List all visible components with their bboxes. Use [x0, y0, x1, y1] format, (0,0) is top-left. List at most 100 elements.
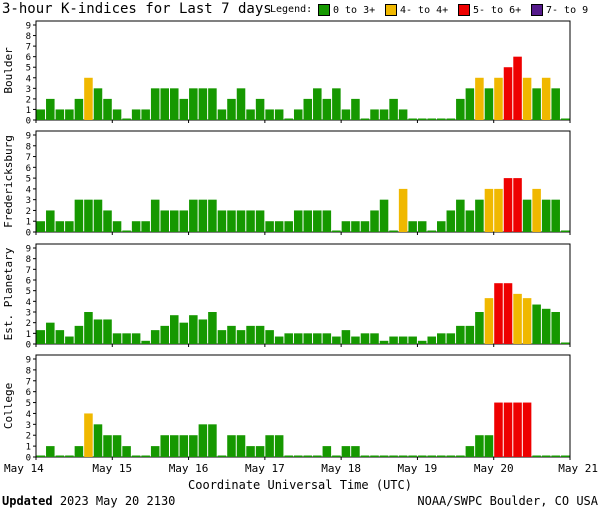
k-index-bar [322, 98, 332, 120]
k-index-bar [112, 435, 122, 457]
k-index-bar [389, 230, 398, 232]
k-index-bar [65, 336, 74, 344]
k-index-bar [465, 325, 475, 344]
k-index-bar [332, 336, 341, 344]
k-index-bar [255, 98, 265, 120]
k-index-bar [198, 319, 208, 344]
y-tick-label: 6 [26, 164, 31, 174]
k-index-bar [46, 210, 55, 232]
k-index-bar [437, 455, 446, 457]
k-index-bar [513, 402, 522, 457]
k-index-bar [503, 67, 513, 120]
k-index-bar [360, 221, 370, 232]
k-index-bar [341, 221, 351, 232]
k-index-bar [189, 199, 198, 232]
y-tick-label: 1 [26, 218, 31, 228]
k-index-bar [313, 88, 322, 120]
y-tick-label: 5 [26, 399, 31, 409]
k-index-bar [332, 230, 341, 232]
k-index-bar [541, 308, 551, 344]
k-index-bar [560, 118, 570, 120]
k-index-bar [170, 435, 179, 457]
k-index-bar [93, 199, 103, 232]
x-axis-title: Coordinate Universal Time (UTC) [188, 478, 412, 492]
k-index-bar [74, 199, 84, 232]
panel-ylabel: College [2, 383, 15, 429]
k-index-bar [189, 435, 198, 457]
k-index-bar [465, 210, 475, 232]
panel-ylabel: Boulder [2, 47, 15, 94]
k-index-bar [370, 109, 379, 120]
k-index-bar [284, 118, 293, 120]
panel-frame [35, 243, 571, 345]
y-tick-label: 7 [26, 377, 31, 387]
k-index-bar [532, 455, 541, 457]
k-index-bar [303, 210, 313, 232]
k-index-bar [417, 455, 427, 457]
k-index-bar [532, 88, 541, 120]
k-index-bar [494, 402, 503, 457]
k-index-bar [360, 333, 370, 344]
k-index-bar [103, 319, 112, 344]
k-index-bar [141, 455, 150, 457]
k-index-bar [274, 435, 284, 457]
k-index-bar [541, 199, 551, 232]
k-index-bar [379, 340, 389, 344]
k-index-plots: 0123456789Boulder0123456789Fredericksbur… [2, 20, 598, 475]
y-tick-label: 5 [26, 64, 31, 74]
k-index-bar [503, 283, 513, 344]
y-tick-label: 6 [26, 53, 31, 63]
k-index-bar [437, 221, 446, 232]
y-tick-label: 6 [26, 388, 31, 398]
k-index-bar [475, 77, 484, 120]
k-index-bar [494, 283, 503, 344]
k-index-bar [560, 230, 570, 232]
k-index-bar [379, 109, 389, 120]
k-index-bar [122, 333, 131, 344]
k-index-bar [150, 88, 160, 120]
k-index-bar [236, 435, 246, 457]
k-index-bar [131, 109, 141, 120]
k-index-bar [46, 98, 55, 120]
k-index-bar [408, 221, 417, 232]
y-tick-label: 5 [26, 287, 31, 297]
x-tick-label: May 19 [398, 462, 438, 475]
y-tick-label: 4 [26, 74, 31, 84]
k-index-bar [217, 109, 227, 120]
k-index-bar [494, 77, 503, 120]
k-index-bar [551, 88, 560, 120]
k-index-bar [370, 210, 379, 232]
k-index-bar [427, 118, 436, 120]
legend-swatch-red [458, 4, 470, 16]
k-index-bar [208, 312, 217, 344]
k-index-bar [284, 455, 293, 457]
k-index-bar [313, 210, 322, 232]
k-index-bar [389, 98, 398, 120]
k-index-bar [560, 342, 570, 344]
k-index-bar [522, 298, 532, 344]
y-tick-label: 0 [26, 341, 31, 351]
k-index-bar [465, 88, 475, 120]
k-index-bar [513, 178, 522, 232]
k-index-bar [484, 88, 494, 120]
k-index-bar [93, 424, 103, 457]
k-index-bar [170, 210, 179, 232]
updated-label: Updated [2, 494, 53, 508]
k-index-bar [484, 435, 494, 457]
k-index-bar [189, 315, 198, 344]
y-tick-label: 8 [26, 255, 31, 265]
y-tick-label: 9 [26, 245, 31, 255]
k-index-bar [236, 88, 246, 120]
k-index-bar [236, 210, 246, 232]
k-index-bar [456, 325, 465, 344]
k-index-bar [141, 221, 150, 232]
k-index-bar [398, 455, 408, 457]
k-index-bar [313, 455, 322, 457]
k-index-bar [427, 336, 436, 344]
k-index-bar [55, 330, 65, 344]
k-index-bar [332, 455, 341, 457]
k-index-bar [274, 336, 284, 344]
k-index-bar [265, 330, 274, 344]
k-index-bar [313, 333, 322, 344]
k-index-bar [284, 221, 293, 232]
